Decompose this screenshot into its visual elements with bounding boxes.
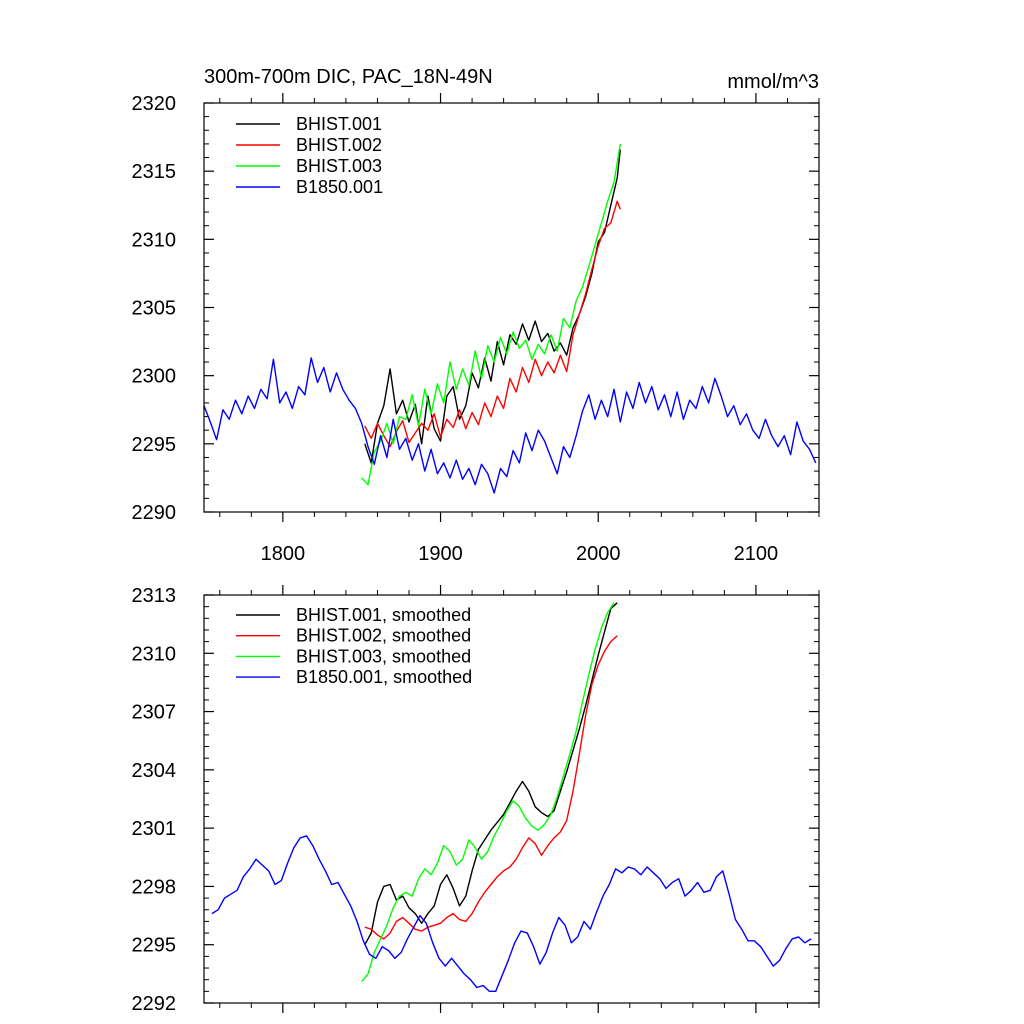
x-tick-label: 2100 bbox=[734, 543, 779, 565]
legend-item-bhist-002-smoothed: BHIST.002, smoothed bbox=[236, 626, 471, 646]
series-line-b1850-001 bbox=[203, 357, 817, 494]
y-tick-labels: 2292 2295 2298 2301 2304 2307 2310 2313 bbox=[132, 585, 177, 1015]
y-tick-label: 2307 bbox=[132, 702, 177, 724]
x-tick-label: 1900 bbox=[418, 543, 463, 565]
y-tick-label: 2301 bbox=[132, 818, 177, 840]
legend-label: B1850.001 bbox=[296, 177, 383, 197]
y-tick-label: 2295 bbox=[132, 434, 177, 456]
bottom-panel: 2292 2295 2298 2301 2304 2307 2310 2313 BHIST.0… bbox=[132, 585, 820, 1015]
series-line-bhist-002 bbox=[364, 200, 621, 448]
legend-item-b1850-001-smoothed: B1850.001, smoothed bbox=[236, 667, 472, 687]
y-tick-label: 2310 bbox=[132, 229, 177, 251]
y-tick-label: 2315 bbox=[132, 161, 177, 183]
legend-item-bhist-001: BHIST.001 bbox=[236, 114, 382, 134]
x-tick-label: 1800 bbox=[261, 543, 306, 565]
legend-label: BHIST.003, smoothed bbox=[296, 646, 471, 666]
y-tick-label: 2290 bbox=[132, 502, 177, 524]
axis-ticks bbox=[204, 93, 820, 522]
y-tick-label: 2320 bbox=[132, 93, 177, 115]
legend-label: B1850.001, smoothed bbox=[296, 667, 472, 687]
y-tick-label: 2292 bbox=[132, 993, 177, 1015]
y-tick-label: 2305 bbox=[132, 298, 177, 320]
series-line-bhist-003-smoothed bbox=[361, 602, 615, 983]
legend-label: BHIST.001 bbox=[296, 114, 382, 134]
legend-label: BHIST.002, smoothed bbox=[296, 626, 471, 646]
legend-item-bhist-001-smoothed: BHIST.001, smoothed bbox=[236, 605, 471, 625]
series-line-bhist-002-smoothed bbox=[364, 635, 618, 940]
x-tick-labels: 1800 1900 2000 2100 bbox=[261, 543, 779, 565]
legend-item-bhist-002: BHIST.002 bbox=[236, 135, 382, 155]
legend-item-bhist-003-smoothed: BHIST.003, smoothed bbox=[236, 646, 471, 666]
y-tick-label: 2310 bbox=[132, 643, 177, 665]
x-tick-label: 2000 bbox=[576, 543, 621, 565]
series-line-bhist-003 bbox=[361, 143, 621, 486]
y-tick-labels: 2290 2295 2300 2305 2310 2315 2320 bbox=[132, 93, 177, 524]
series-lines bbox=[203, 143, 817, 494]
units-label: mmol/m^3 bbox=[727, 71, 819, 93]
legend-label: BHIST.001, smoothed bbox=[296, 605, 471, 625]
plot-frame bbox=[203, 102, 820, 513]
y-tick-label: 2313 bbox=[132, 585, 177, 607]
y-tick-label: 2304 bbox=[132, 760, 177, 782]
plot-frame bbox=[203, 594, 820, 1004]
legend-label: BHIST.003 bbox=[296, 156, 382, 176]
top-panel: 300m-700m DIC, PAC_18N-49N mmol/m^3 2290… bbox=[132, 66, 820, 565]
y-tick-label: 2300 bbox=[132, 366, 177, 388]
panel-title: 300m-700m DIC, PAC_18N-49N bbox=[204, 66, 493, 88]
series-line-bhist-001-smoothed bbox=[364, 602, 618, 946]
y-tick-label: 2298 bbox=[132, 876, 177, 898]
legend-item-b1850-001: B1850.001 bbox=[236, 177, 383, 197]
series-lines bbox=[211, 602, 812, 992]
legend-item-bhist-003: BHIST.003 bbox=[236, 156, 382, 176]
series-line-b1850-001-smoothed bbox=[211, 835, 812, 992]
legend-label: BHIST.002 bbox=[296, 135, 382, 155]
y-tick-label: 2295 bbox=[132, 935, 177, 957]
